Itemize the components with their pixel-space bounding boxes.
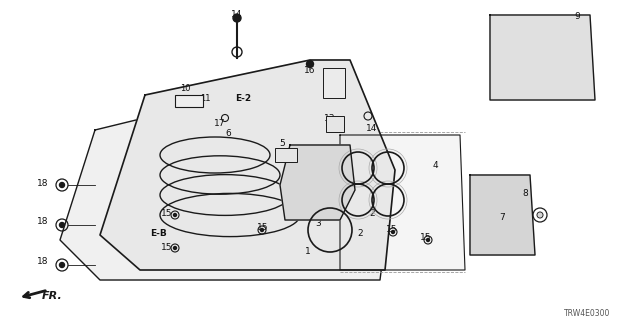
Text: 1: 1 bbox=[305, 247, 311, 257]
Circle shape bbox=[173, 246, 177, 250]
Text: 18: 18 bbox=[37, 218, 49, 227]
Text: 2: 2 bbox=[357, 228, 363, 237]
Polygon shape bbox=[490, 15, 595, 100]
Text: 18: 18 bbox=[37, 258, 49, 267]
Text: 15: 15 bbox=[161, 209, 173, 218]
Circle shape bbox=[260, 228, 264, 231]
Circle shape bbox=[307, 60, 314, 68]
Text: 9: 9 bbox=[574, 12, 580, 20]
Text: E-B: E-B bbox=[150, 228, 166, 237]
Polygon shape bbox=[100, 60, 395, 270]
FancyBboxPatch shape bbox=[175, 95, 203, 107]
Text: 16: 16 bbox=[304, 66, 316, 75]
FancyBboxPatch shape bbox=[326, 116, 344, 132]
Circle shape bbox=[60, 182, 65, 188]
Text: 4: 4 bbox=[432, 161, 438, 170]
Text: 14: 14 bbox=[366, 124, 378, 132]
Text: 2: 2 bbox=[327, 161, 333, 170]
Text: 15: 15 bbox=[161, 243, 173, 252]
Text: E-2: E-2 bbox=[235, 93, 251, 102]
Circle shape bbox=[426, 238, 429, 242]
Text: 10: 10 bbox=[180, 84, 190, 92]
Text: 14: 14 bbox=[231, 10, 243, 19]
Text: FR.: FR. bbox=[42, 291, 63, 301]
Text: 2: 2 bbox=[345, 190, 351, 199]
Text: 7: 7 bbox=[499, 213, 505, 222]
Text: 15: 15 bbox=[420, 234, 432, 243]
Text: 6: 6 bbox=[225, 129, 231, 138]
Text: 12: 12 bbox=[332, 77, 344, 86]
Circle shape bbox=[392, 230, 394, 234]
Text: 11: 11 bbox=[200, 93, 211, 102]
Text: 18: 18 bbox=[37, 179, 49, 188]
Text: 13: 13 bbox=[324, 114, 336, 123]
Polygon shape bbox=[60, 80, 390, 280]
Polygon shape bbox=[280, 145, 355, 220]
Circle shape bbox=[60, 262, 65, 268]
FancyBboxPatch shape bbox=[323, 68, 345, 98]
Circle shape bbox=[60, 222, 65, 228]
Text: 3: 3 bbox=[315, 219, 321, 228]
Circle shape bbox=[173, 213, 177, 217]
Polygon shape bbox=[340, 135, 465, 270]
Circle shape bbox=[233, 14, 241, 22]
Text: 5: 5 bbox=[279, 139, 285, 148]
Text: 2: 2 bbox=[369, 209, 375, 218]
Circle shape bbox=[537, 212, 543, 218]
Text: 15: 15 bbox=[387, 226, 397, 235]
FancyBboxPatch shape bbox=[275, 148, 297, 162]
Text: 17: 17 bbox=[214, 118, 226, 127]
Polygon shape bbox=[470, 175, 535, 255]
Text: 8: 8 bbox=[522, 188, 528, 197]
Text: TRW4E0300: TRW4E0300 bbox=[564, 308, 610, 317]
Text: 15: 15 bbox=[257, 223, 269, 233]
